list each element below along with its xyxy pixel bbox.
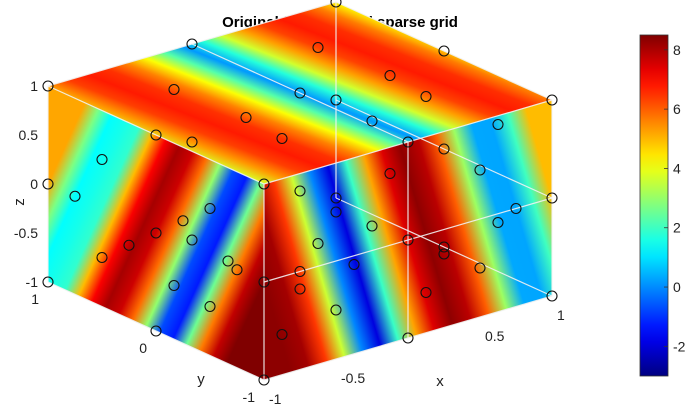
- grid-point: [150, 227, 162, 239]
- grid-point: [204, 202, 216, 215]
- grid-point: [348, 258, 360, 271]
- grid-point: [177, 215, 189, 227]
- sparse-grid-points: [42, 0, 558, 386]
- grid-point: [438, 248, 450, 260]
- z-tick-label: -0.5: [14, 225, 38, 241]
- slice-edge: [47, 85, 265, 185]
- grid-point: [420, 286, 432, 299]
- grid-point: [366, 220, 378, 232]
- grid-point: [312, 41, 324, 54]
- grid-point: [384, 167, 396, 180]
- colorbar-tick-label: 4: [673, 160, 681, 176]
- grid-point: [168, 279, 180, 292]
- colorbar-tick-label: 2: [673, 220, 681, 236]
- grid-point: [330, 206, 342, 218]
- grid-point: [186, 234, 198, 246]
- slice-edge: [335, 1, 553, 101]
- y-tick-label: -1: [243, 389, 256, 405]
- grid-point: [330, 0, 342, 8]
- grid-point: [402, 332, 414, 344]
- z-tick-label: 1: [30, 78, 38, 94]
- grid-point: [402, 234, 414, 246]
- grid-point: [546, 290, 558, 302]
- grid-point: [168, 83, 180, 96]
- grid-point: [510, 202, 522, 215]
- grid-point: [240, 111, 252, 124]
- grid-point: [69, 190, 81, 202]
- colorbar-gradient: [639, 34, 669, 377]
- grid-point: [420, 90, 432, 103]
- x-tick-label: 0.5: [485, 328, 505, 344]
- grid-point: [474, 164, 486, 176]
- grid-point: [96, 153, 108, 166]
- y-axis-label: y: [197, 371, 205, 388]
- grid-point: [546, 192, 558, 204]
- x-tick-label: -1: [269, 391, 282, 407]
- slice-edges: [47, 1, 553, 381]
- y-tick-label: 1: [31, 291, 39, 307]
- grid-point: [438, 241, 450, 253]
- x-tick-label: -0.5: [341, 370, 365, 386]
- slice-edge: [335, 197, 553, 297]
- x-axis-label: x: [436, 373, 444, 390]
- grid-point: [312, 237, 324, 250]
- grid-point: [294, 283, 306, 295]
- grid-point: [42, 178, 54, 190]
- grid-point: [204, 300, 216, 313]
- grid-point: [294, 87, 306, 99]
- grid-point: [42, 80, 54, 92]
- grid-point: [150, 325, 162, 337]
- grid-point: [330, 94, 342, 106]
- grid-point: [330, 304, 342, 316]
- grid-point: [258, 276, 270, 288]
- grid-point: [492, 118, 504, 131]
- grid-point: [150, 129, 162, 141]
- grid-point: [258, 178, 270, 190]
- z-axis-label: z: [11, 198, 28, 206]
- grid-point: [402, 136, 414, 148]
- grid-point: [384, 69, 396, 82]
- grid-point: [96, 251, 108, 264]
- grid-point: [438, 143, 450, 155]
- grid-point: [474, 262, 486, 274]
- grid-point: [42, 276, 54, 288]
- grid-point: [492, 216, 504, 229]
- grid-point: [276, 328, 288, 341]
- grid-point: [231, 264, 243, 276]
- grid-point: [366, 115, 378, 127]
- grid-point: [186, 136, 198, 148]
- z-tick-label: 0: [30, 176, 38, 192]
- grid-point: [294, 185, 306, 197]
- grid-point: [276, 132, 288, 145]
- grid-point: [294, 265, 306, 278]
- colorbar: -2 0 2 4 6 8: [639, 34, 686, 377]
- axis-ticks: -1-0.500.51-101-1-0.50.51: [14, 78, 565, 407]
- grid-point: [330, 192, 342, 204]
- slice-faces: [48, 2, 552, 380]
- colorbar-tick-label: -2: [673, 338, 686, 354]
- z-tick-label: 0.5: [19, 127, 39, 143]
- grid-point: [186, 38, 198, 50]
- grid-point: [123, 239, 135, 251]
- grid-point: [546, 94, 558, 106]
- grid-point: [438, 45, 450, 57]
- colorbar-tick-label: 0: [673, 279, 681, 295]
- x-tick-label: 1: [557, 307, 565, 323]
- grid-point: [222, 255, 234, 267]
- z-tick-label: -1: [26, 274, 39, 290]
- grid-point: [258, 374, 270, 386]
- y-tick-label: 0: [139, 340, 147, 356]
- slice-edge: [47, 281, 265, 381]
- colorbar-tick-label: 6: [673, 101, 681, 117]
- colorbar-tick-label: 8: [673, 42, 681, 58]
